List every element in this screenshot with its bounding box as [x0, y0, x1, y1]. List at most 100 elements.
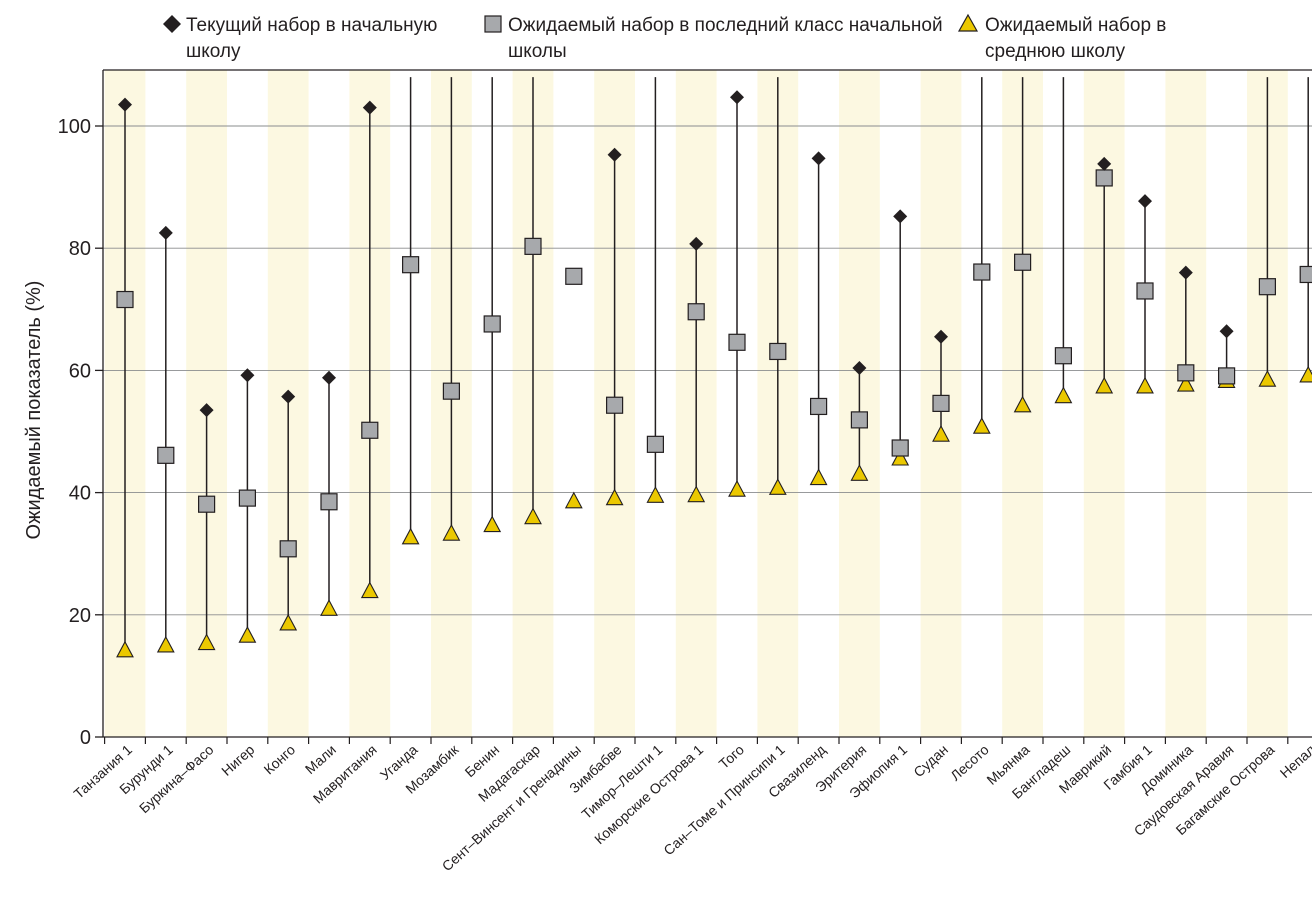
triangle-marker [768, 478, 787, 495]
triangle-marker [1136, 376, 1154, 394]
triangle-marker [809, 468, 828, 486]
triangle-marker [197, 633, 216, 651]
diamond-marker [1138, 194, 1152, 209]
y-tick-label: 80 [69, 238, 91, 260]
square-marker [728, 333, 746, 351]
triangle-marker [279, 613, 298, 631]
y-axis-ticks: 0 20 40 60 80 100 [58, 116, 103, 749]
legend-label-last-grade-line1: Ожидаемый набор в последний класс началь… [508, 15, 943, 36]
triangle-marker [1258, 370, 1277, 387]
triangle-marker [156, 635, 175, 653]
legend-label-secondary-line2: среднюю школу [985, 41, 1126, 62]
triangle-marker [442, 523, 461, 541]
square-marker [1095, 169, 1113, 187]
square-marker [198, 495, 216, 513]
diamond-marker [158, 225, 173, 240]
legend-label-primary-line2: школу [186, 41, 241, 62]
y-axis-label: Ожидаемый показатель (%) [23, 281, 45, 540]
square-marker [1177, 364, 1195, 382]
square-marker [116, 290, 134, 309]
legend-label-secondary-line1: Ожидаемый набор в [985, 15, 1166, 36]
square-marker [442, 382, 460, 400]
diamond-marker [199, 403, 214, 418]
triangle-marker [1176, 374, 1195, 392]
legend: Текущий набор в начальную школу Ожидаемы… [163, 13, 1166, 62]
triangle-marker [932, 424, 950, 442]
band [1165, 70, 1207, 737]
square-marker [1054, 347, 1073, 365]
diamond-marker [281, 389, 296, 404]
y-tick-label: 100 [58, 116, 91, 138]
x-tick-label: Того [716, 741, 748, 772]
gridlines [103, 125, 1312, 616]
square-marker [687, 303, 705, 321]
square-marker [238, 489, 256, 507]
triangle-icon [957, 13, 979, 32]
square-marker [1258, 278, 1277, 296]
square-marker [891, 439, 909, 457]
diamond-marker [1178, 265, 1193, 280]
square-marker [361, 421, 379, 439]
triangle-marker [850, 464, 869, 481]
y-tick-label: 0 [80, 727, 91, 749]
triangle-marker [564, 491, 583, 509]
diamond-marker [240, 368, 255, 383]
diamond-marker [607, 147, 622, 162]
triangle-marker [972, 417, 991, 434]
x-tick-label: Непал [1277, 741, 1312, 781]
square-marker [769, 342, 787, 361]
triangle-marker [891, 448, 910, 466]
triangle-marker [360, 581, 379, 599]
triangle-marker [1054, 386, 1073, 404]
square-marker [320, 493, 338, 511]
triangle-marker [524, 507, 542, 525]
square-marker [1013, 253, 1032, 271]
square-marker [646, 435, 665, 453]
square-marker [809, 397, 828, 416]
legend-label-last-grade-line2: школы [508, 41, 567, 62]
diamond-marker [118, 97, 132, 112]
triangle-marker [320, 599, 338, 616]
triangle-marker [687, 485, 706, 503]
triangle-marker [646, 486, 665, 503]
diamond-marker [1219, 324, 1234, 339]
square-marker [279, 540, 297, 558]
legend-item-secondary: Ожидаемый набор в среднюю школу [957, 13, 1166, 62]
square-marker [973, 263, 991, 281]
x-tick-label: Судан [910, 741, 951, 780]
square-marker [524, 237, 542, 255]
diamond-marker [934, 329, 948, 344]
triangle-marker [483, 515, 502, 533]
legend-item-last-grade: Ожидаемый набор в последний класс началь… [484, 15, 943, 62]
square-marker [605, 396, 624, 414]
plot-frame [102, 69, 1312, 738]
diamond-marker [893, 209, 908, 224]
diamond-marker [689, 236, 704, 251]
triangle-marker [605, 488, 624, 506]
triangle-marker [116, 640, 134, 658]
legend-label-primary-line1: Текущий набор в начальную [186, 15, 437, 36]
square-marker [850, 411, 869, 429]
diamond-marker [811, 151, 826, 166]
x-tick-label: Мали [302, 741, 339, 777]
square-marker [932, 394, 950, 412]
square-marker [1217, 367, 1236, 385]
triangle-marker [728, 479, 746, 497]
square-marker [402, 256, 420, 274]
diamond-marker [852, 360, 867, 375]
square-icon [484, 15, 502, 33]
square-marker [1136, 282, 1154, 300]
diamond-marker [730, 90, 744, 105]
y-tick-label: 60 [69, 360, 91, 382]
triangle-marker [1299, 365, 1312, 383]
legend-item-primary: Текущий набор в начальную школу [163, 15, 437, 62]
diamond-marker [1097, 156, 1112, 171]
diamond-marker [362, 100, 377, 115]
triangle-marker [238, 626, 257, 643]
square-marker [1299, 265, 1312, 284]
data-markers [116, 90, 1312, 658]
y-tick-label: 20 [69, 605, 91, 627]
square-marker [157, 446, 175, 464]
